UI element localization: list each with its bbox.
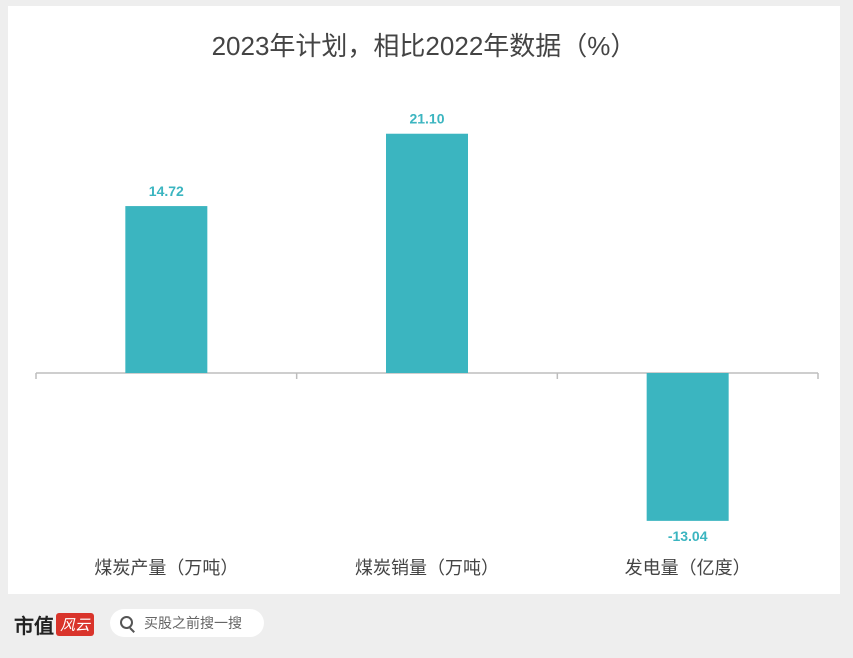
search-icon <box>120 616 134 630</box>
x-tick-label: 煤炭销量（万吨） <box>355 558 499 579</box>
bar-chart: 14.72 煤炭产量（万吨） 21.10 煤炭销量（万吨） -13.04 发电量（亿度） <box>35 111 819 579</box>
chart-title: 2023年计划，相比2022年数据（%） <box>211 31 637 61</box>
bar <box>386 133 468 373</box>
brand-logo-text: 市值 <box>14 613 54 638</box>
data-label: 14.72 <box>149 183 184 199</box>
search-box[interactable]: 买股之前搜一搜 <box>110 609 264 637</box>
chart-card: 2023年计划，相比2022年数据（%） 14.72 煤炭产量（万吨） 21.10 煤… <box>8 6 840 594</box>
search-placeholder: 买股之前搜一搜 <box>144 615 242 631</box>
x-tick-label: 发电量（亿度） <box>625 558 751 579</box>
bar <box>646 373 729 521</box>
brand-logo-mark: 风云 <box>56 612 95 636</box>
x-tick-label: 煤炭产量（万吨） <box>94 558 238 579</box>
bar <box>125 206 208 373</box>
footer-bar: 市值 风云 买股之前搜一搜 <box>0 600 853 658</box>
brand-logo[interactable]: 市值 风云 <box>14 612 95 638</box>
data-label: -13.04 <box>668 528 708 544</box>
data-label: 21.10 <box>409 111 444 127</box>
